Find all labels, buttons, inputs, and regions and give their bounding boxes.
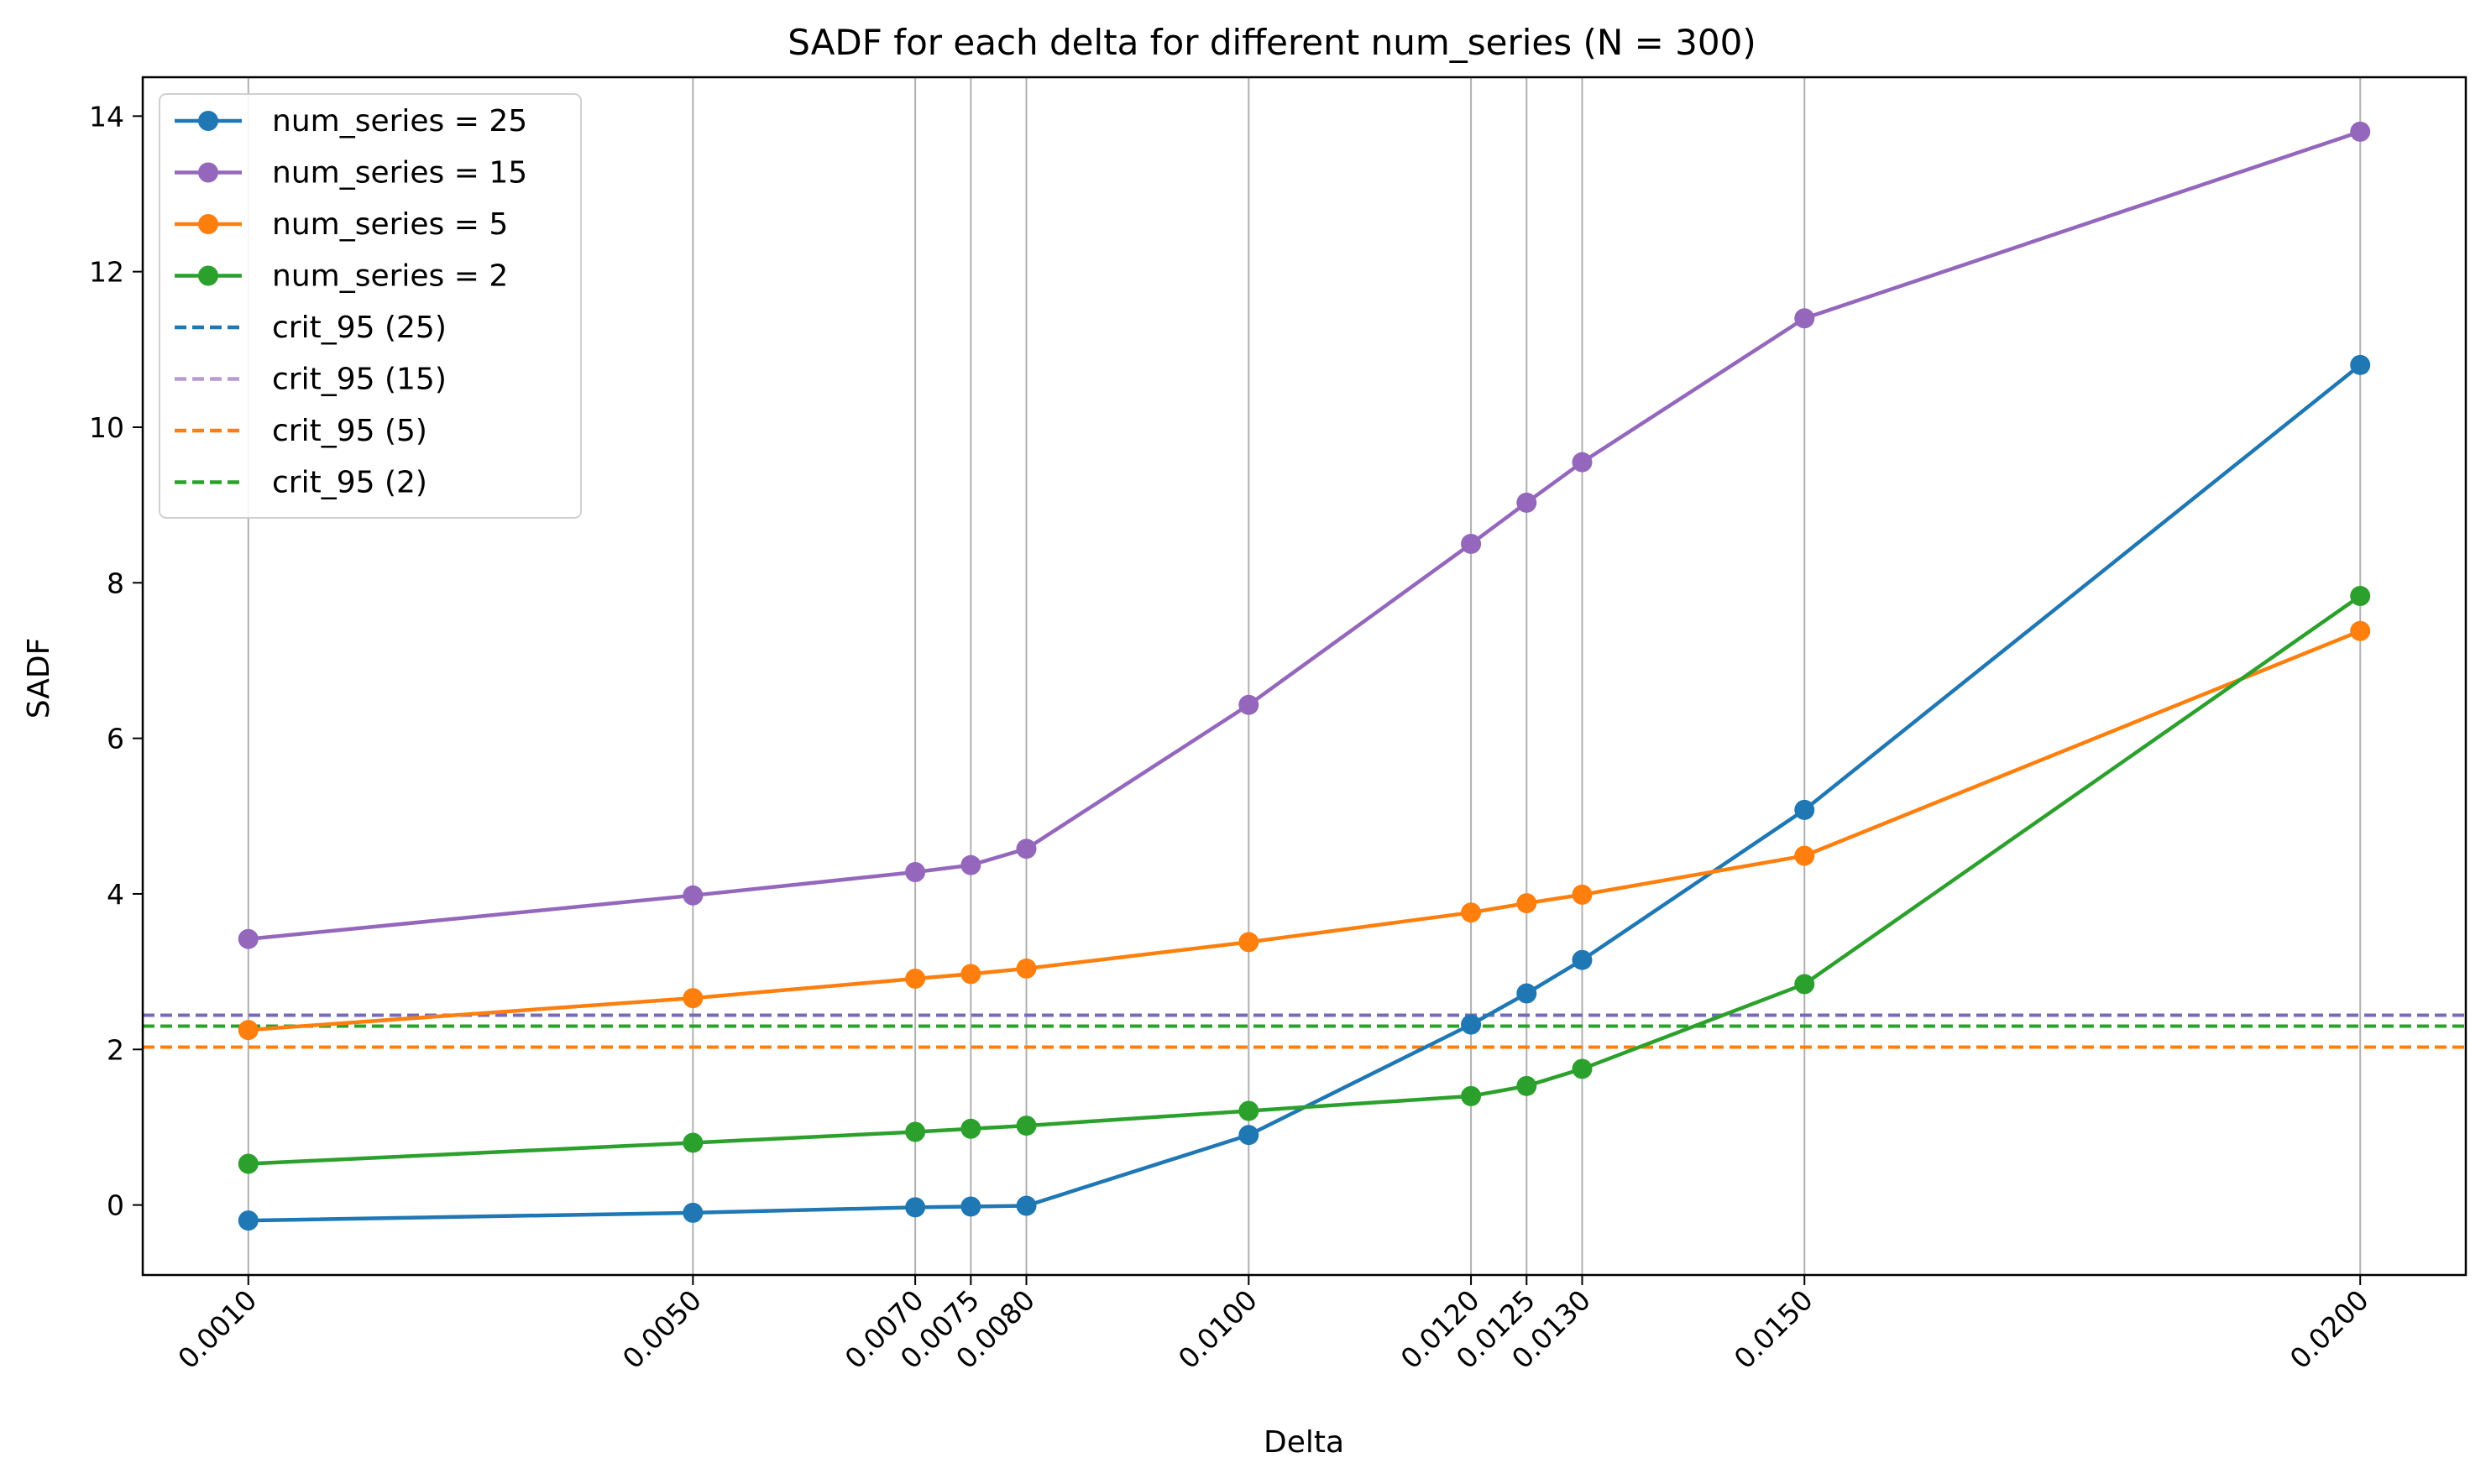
legend-label: num_series = 2 (272, 259, 508, 294)
data-point (238, 928, 259, 949)
legend-label: crit_95 (5) (272, 414, 427, 448)
data-point (960, 854, 981, 875)
y-tick-label: 12 (89, 256, 124, 289)
legend-label: num_series = 15 (272, 156, 527, 191)
data-point (1516, 1075, 1537, 1096)
y-tick-label: 0 (107, 1189, 124, 1222)
data-point (1461, 902, 1482, 923)
legend-label: crit_95 (2) (272, 466, 427, 500)
data-point (238, 1020, 259, 1041)
data-point (1461, 533, 1482, 554)
data-point (1516, 983, 1537, 1004)
data-point (1572, 884, 1593, 905)
data-point (1516, 893, 1537, 914)
data-point (1016, 958, 1037, 979)
legend-marker (198, 111, 218, 131)
y-tick-label: 2 (107, 1033, 124, 1066)
data-point (1461, 1085, 1482, 1106)
series-lines (238, 121, 2371, 1231)
data-point (960, 1118, 981, 1139)
y-tick-label: 6 (107, 723, 124, 755)
data-point (905, 862, 926, 883)
data-point (1461, 1014, 1482, 1035)
data-point (1016, 1195, 1037, 1216)
data-point (905, 968, 926, 989)
data-point (1238, 1100, 1259, 1121)
data-point (960, 964, 981, 985)
legend-marker (198, 162, 218, 183)
data-point (238, 1210, 259, 1231)
chart-title: SADF for each delta for different num_se… (788, 22, 1756, 63)
legend-label: crit_95 (25) (272, 311, 447, 345)
legend-box (159, 93, 582, 519)
y-tick-label: 4 (107, 878, 124, 911)
plot-frame (141, 76, 2467, 1277)
data-point (2350, 121, 2371, 142)
data-point (683, 1132, 704, 1153)
data-point (1016, 1116, 1037, 1137)
data-point (1516, 492, 1537, 513)
data-point (1238, 932, 1259, 953)
data-point (2350, 620, 2371, 641)
data-point (1238, 1125, 1259, 1146)
data-point (1572, 452, 1593, 473)
data-point (1572, 949, 1593, 970)
data-point (960, 1196, 981, 1217)
y-tick-label: 10 (89, 411, 124, 444)
legend-marker (198, 214, 218, 234)
data-point (1572, 1058, 1593, 1079)
legend-label: num_series = 25 (272, 104, 527, 138)
legend-label: crit_95 (15) (272, 363, 447, 397)
data-point (683, 988, 704, 1009)
y-axis-label: SADF (22, 638, 56, 719)
legend-label: num_series = 5 (272, 207, 508, 242)
data-point (2350, 586, 2371, 607)
grid-lines (247, 77, 2362, 1275)
y-tick-label: 8 (107, 567, 124, 599)
data-point (1794, 308, 1815, 329)
data-point (683, 885, 704, 906)
data-point (1016, 839, 1037, 860)
y-tick-label: 14 (89, 100, 124, 133)
legend-marker (198, 265, 218, 286)
x-axis-label: Delta (1264, 1425, 1344, 1460)
data-point (683, 1202, 704, 1223)
data-point (1238, 694, 1259, 715)
data-point (905, 1197, 926, 1218)
data-point (905, 1121, 926, 1142)
data-point (238, 1153, 259, 1174)
data-point (2350, 354, 2371, 375)
data-point (1794, 845, 1815, 866)
legend: num_series = 25 num_series = 15 num_series… (159, 93, 582, 519)
data-point (1794, 974, 1815, 995)
y-axis-ticks: 0 2 4 6 8 10 12 14 (89, 100, 143, 1222)
data-point (1794, 799, 1815, 820)
